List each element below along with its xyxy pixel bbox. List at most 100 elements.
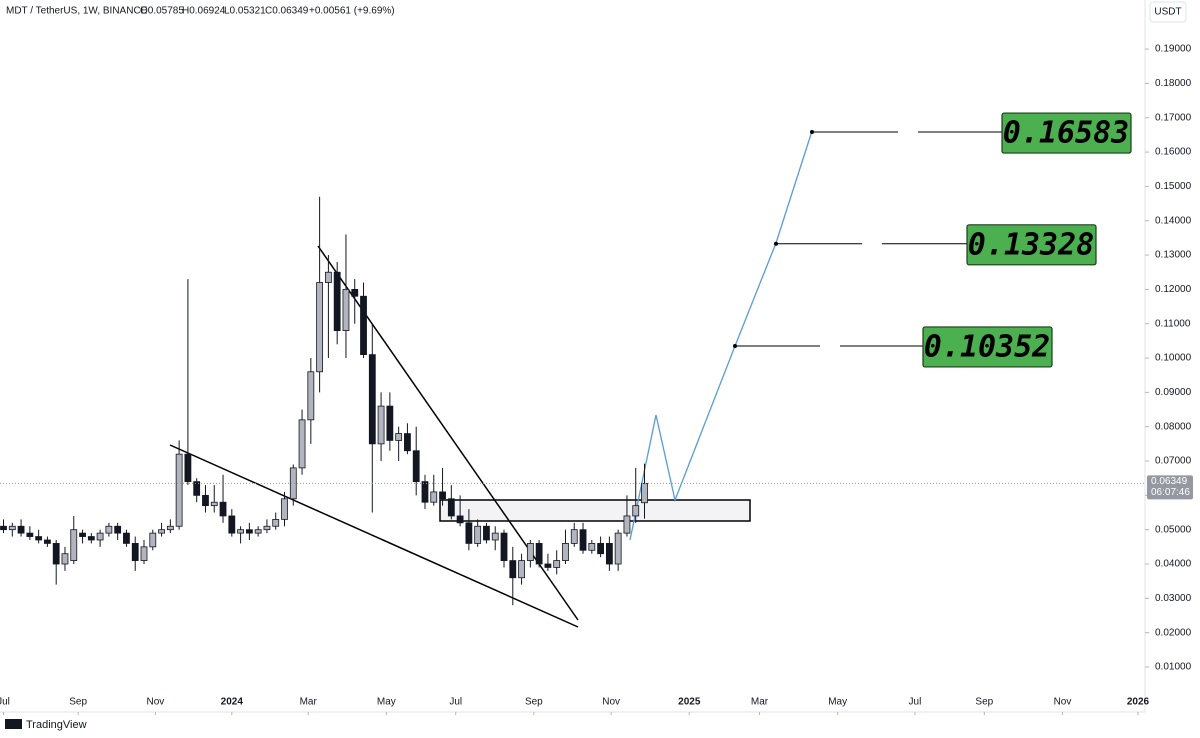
candle-body bbox=[61, 553, 69, 565]
y-tick-label: 0.08000 bbox=[1155, 421, 1192, 432]
candle-body bbox=[579, 529, 587, 551]
candle-body bbox=[562, 543, 569, 561]
candle-body bbox=[149, 532, 157, 548]
y-tick-label: 0.15000 bbox=[1155, 181, 1192, 192]
target-box bbox=[1001, 112, 1132, 154]
x-tick-label: 2025 bbox=[678, 697, 701, 708]
candle-body bbox=[641, 482, 648, 504]
candle-body bbox=[105, 525, 113, 534]
candle-body bbox=[307, 371, 315, 421]
target-box bbox=[922, 326, 1053, 368]
candle-body bbox=[588, 543, 596, 551]
candle-body bbox=[395, 433, 403, 441]
candle-body bbox=[289, 467, 297, 500]
y-tick-label: 0.18000 bbox=[1155, 78, 1192, 89]
currency-button[interactable] bbox=[1149, 1, 1187, 23]
y-tick-label: 0.10000 bbox=[1155, 353, 1192, 364]
candle-body bbox=[245, 529, 253, 534]
y-tick-label: 0.16000 bbox=[1155, 147, 1192, 158]
x-tick-label: Mar bbox=[751, 697, 769, 708]
y-tick-label: 0.03000 bbox=[1155, 593, 1192, 604]
candle-body bbox=[44, 539, 51, 544]
x-tick-label: Sep bbox=[975, 697, 993, 708]
candle-body bbox=[281, 498, 288, 520]
candle-body bbox=[263, 525, 271, 531]
candle-body bbox=[605, 543, 613, 565]
candle-body bbox=[87, 536, 95, 541]
candle-body bbox=[597, 543, 604, 555]
targets: 0.16583 0.13328 0.10352 bbox=[733, 112, 1132, 368]
y-tick-label: 0.09000 bbox=[1155, 387, 1192, 398]
target-label: 0.16583 bbox=[1003, 116, 1129, 151]
candle-body bbox=[404, 433, 411, 452]
candle-body bbox=[52, 543, 60, 565]
candle-body bbox=[500, 532, 508, 561]
y-tick-label: 0.13000 bbox=[1155, 250, 1192, 261]
candle-body bbox=[465, 522, 473, 544]
y-tick-label: 0.14000 bbox=[1155, 215, 1192, 226]
x-tick-label: Nov bbox=[602, 697, 620, 708]
candle-body bbox=[439, 491, 446, 500]
candle-body bbox=[360, 295, 367, 356]
candle-body bbox=[272, 518, 280, 527]
candle-body bbox=[96, 532, 104, 541]
y-tick-label: 0.01000 bbox=[1155, 662, 1192, 673]
candle-body bbox=[254, 529, 262, 534]
ohlc-change: +0.00561 (+9.69%) bbox=[309, 6, 395, 17]
candle-body bbox=[614, 532, 622, 565]
candle-body bbox=[219, 501, 227, 517]
candle-body bbox=[377, 405, 385, 445]
candle-body bbox=[386, 405, 394, 441]
x-tick-label: 2026 bbox=[1127, 697, 1150, 708]
candle-body bbox=[324, 271, 332, 283]
candle-body bbox=[0, 525, 7, 531]
x-tick-label: Jul bbox=[449, 697, 462, 708]
candle-body bbox=[447, 498, 455, 517]
candle-body bbox=[518, 560, 525, 579]
candle-body bbox=[114, 525, 122, 534]
target-label: 0.10352 bbox=[924, 329, 1050, 364]
candle-body bbox=[228, 515, 236, 534]
candle-body bbox=[123, 532, 130, 544]
candle-body bbox=[412, 450, 420, 483]
candle-body bbox=[184, 453, 192, 483]
candle-body bbox=[570, 529, 578, 544]
candle-body bbox=[237, 529, 244, 534]
candles bbox=[0, 196, 648, 606]
candle-body bbox=[316, 282, 324, 373]
candle-body bbox=[175, 453, 183, 527]
trendline bbox=[169, 444, 579, 628]
brand: TradingView bbox=[26, 719, 87, 731]
candle-body bbox=[456, 515, 464, 524]
candle-body bbox=[368, 354, 376, 445]
ohlc-low: L0.05321 bbox=[224, 6, 266, 17]
candle-body bbox=[474, 525, 482, 544]
candle-body bbox=[333, 271, 341, 331]
candle-body bbox=[544, 563, 552, 568]
candle-body bbox=[166, 525, 174, 531]
candle-body bbox=[491, 532, 499, 541]
candle-body bbox=[131, 543, 139, 561]
logo bbox=[5, 719, 22, 729]
projection-path bbox=[629, 130, 813, 541]
currency[interactable]: USDT bbox=[1154, 7, 1181, 18]
candle-body bbox=[298, 419, 306, 469]
candle-body bbox=[35, 536, 43, 541]
candle-body bbox=[430, 491, 438, 503]
candle-body bbox=[553, 560, 561, 568]
x-tick-label: Sep bbox=[525, 697, 543, 708]
y-tick-label: 0.05000 bbox=[1155, 524, 1192, 535]
candle-body bbox=[623, 515, 631, 534]
x-tick-label: Sep bbox=[69, 697, 87, 708]
x-tick-label: Jul bbox=[909, 697, 922, 708]
candle-body bbox=[202, 494, 209, 507]
ohlc-high: H0.06924 bbox=[182, 6, 226, 17]
target-label: 0.13328 bbox=[968, 227, 1094, 262]
candle-body bbox=[351, 288, 359, 297]
x-tick-label: 2024 bbox=[221, 697, 244, 708]
countdown: 06:07:46 bbox=[1151, 487, 1190, 498]
target-box bbox=[966, 224, 1097, 266]
candle-body bbox=[632, 505, 640, 517]
